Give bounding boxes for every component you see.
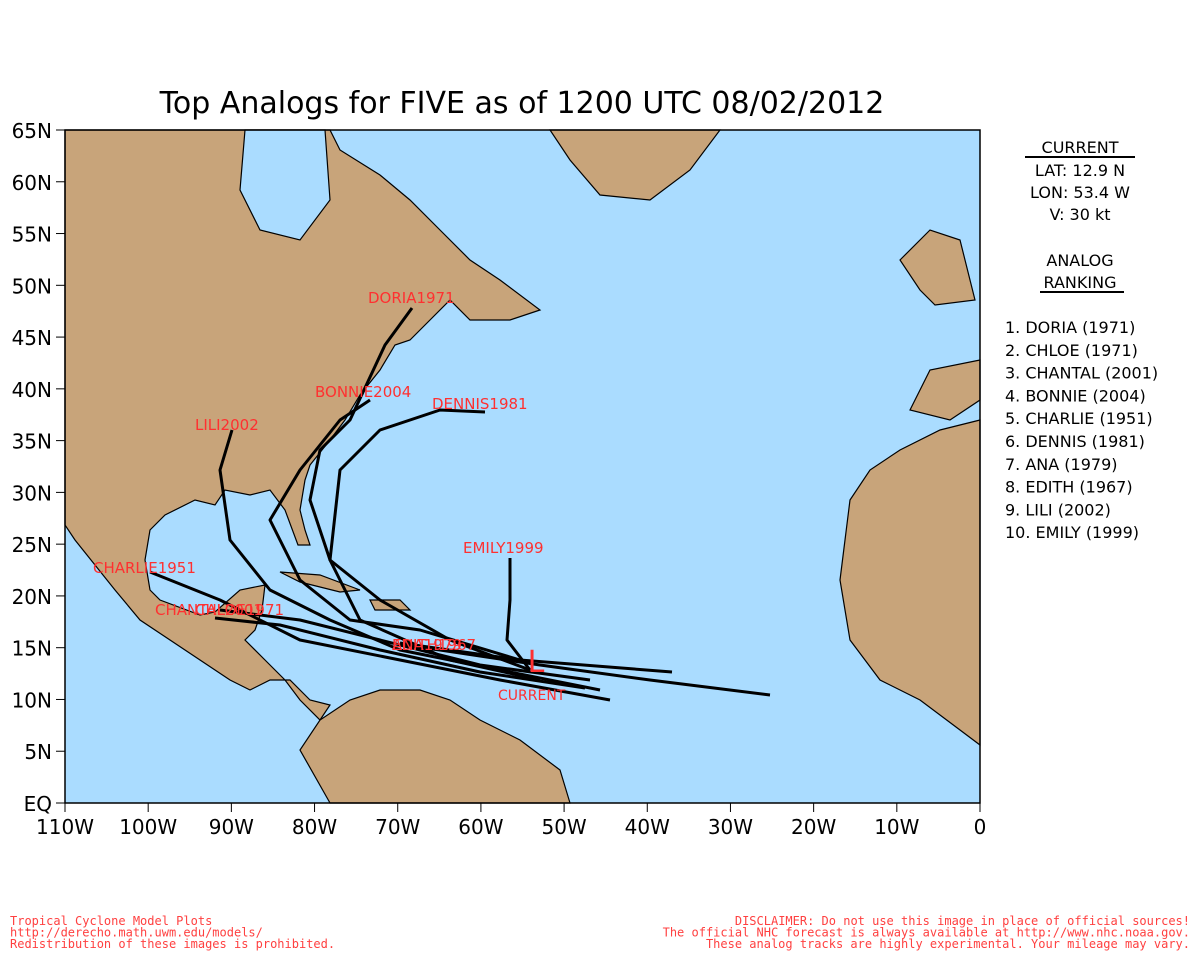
lon-label: 70W [375, 815, 420, 839]
current-marker: L [528, 645, 545, 680]
analog-item: 6. DENNIS (1981) [1005, 432, 1145, 451]
analog-item: 10. EMILY (1999) [1005, 523, 1139, 542]
map: L CURRENT [64, 129, 981, 804]
track-label: BONNIE2004 [315, 383, 411, 401]
analog-item: 5. CHARLIE (1951) [1005, 409, 1153, 428]
title: Top Analogs for FIVE as of 1200 UTC 08/0… [159, 86, 885, 121]
track-label: EMILY1999 [463, 539, 544, 557]
track-label: DENNIS1981 [432, 395, 528, 413]
lat-label: 20N [12, 585, 52, 609]
track-label: ANA1979 [392, 636, 462, 654]
analog-item: 7. ANA (1979) [1005, 455, 1118, 474]
analog-item: 2. CHLOE (1971) [1005, 341, 1138, 360]
analog-item: 8. EDITH (1967) [1005, 478, 1133, 497]
analog-heading: ANALOG [1046, 251, 1113, 270]
footer-left: Redistribution of these images is prohib… [10, 937, 335, 951]
lon-label: 30W [708, 815, 753, 839]
current-v: V: 30 kt [1049, 205, 1110, 224]
track [308, 307, 531, 672]
lat-label: 5N [24, 740, 52, 764]
south-america [299, 689, 571, 804]
lat-label: 55N [12, 223, 52, 247]
lat-label: 15N [12, 637, 52, 661]
track [505, 558, 532, 671]
map-frame [64, 129, 981, 804]
lat-label: 45N [12, 326, 52, 350]
lat-label: 60N [12, 171, 52, 195]
lon-label: 20W [791, 815, 836, 839]
footer-left: http://derecho.math.uwm.edu/models/ [10, 926, 263, 940]
lat-label: 50N [12, 274, 52, 298]
track-label: CHANTAL2001 [155, 601, 263, 619]
track-label: CHARLIE1951 [93, 559, 196, 577]
analog-heading: RANKING [1044, 273, 1117, 292]
track-label: EDITH1967 [392, 636, 476, 654]
lat-label: 25N [12, 533, 52, 557]
analog-item: 3. CHANTAL (2001) [1005, 364, 1158, 383]
track [214, 616, 586, 690]
track [399, 643, 771, 697]
current-lat: LAT: 12.9 N [1035, 161, 1125, 180]
lat-label: 65N [12, 119, 52, 143]
track-label: DORIA1971 [368, 289, 455, 307]
lon-label: 90W [209, 815, 254, 839]
lon-label: 80W [292, 815, 337, 839]
lon-label: 40W [625, 815, 670, 839]
track-label: CHLOE1971 [195, 601, 284, 619]
analog-item: 4. BONNIE (2004) [1005, 386, 1146, 405]
lon-label: 0 [974, 815, 987, 839]
lat-label: 40N [12, 378, 52, 402]
lat-label: EQ [24, 792, 52, 816]
track [399, 641, 673, 674]
lon-label: 110W [36, 815, 94, 839]
track [149, 570, 611, 702]
north-america [64, 129, 542, 721]
current-heading: CURRENT [1042, 138, 1119, 157]
track [268, 398, 521, 662]
footer-right: These analog tracks are highly experimen… [706, 937, 1190, 951]
footer-right: The official NHC forecast is always avai… [663, 926, 1190, 940]
current-lon: LON: 53.4 W [1030, 183, 1130, 202]
lat-label: 35N [12, 430, 52, 454]
analog-item: 9. LILI (2002) [1005, 500, 1111, 519]
british-isles [899, 229, 976, 306]
lon-label: 50W [541, 815, 586, 839]
current-label: CURRENT [498, 688, 566, 704]
lon-label: 100W [119, 815, 177, 839]
footer-right: DISCLAIMER: Do not use this image in pla… [735, 914, 1190, 928]
track-label: LILI2002 [195, 416, 259, 434]
track [219, 608, 591, 682]
lat-label: 10N [12, 688, 52, 712]
lon-label: 60W [458, 815, 503, 839]
lat-label: 30N [12, 481, 52, 505]
footer-left: Tropical Cyclone Model Plots [10, 914, 212, 928]
africa [839, 419, 981, 747]
analog-item: 1. DORIA (1971) [1005, 318, 1135, 337]
lon-label: 10W [874, 815, 919, 839]
